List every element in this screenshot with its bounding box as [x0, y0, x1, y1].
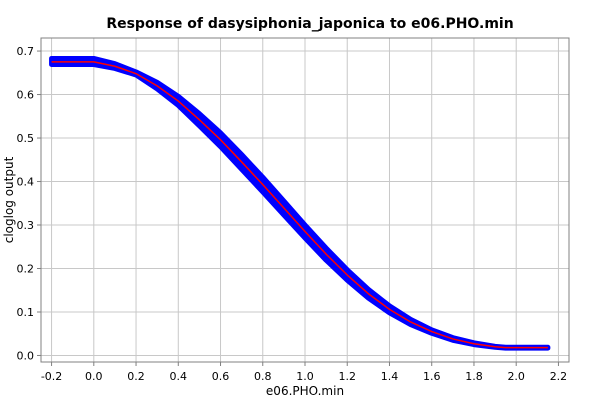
y-axis-label: cloglog output [2, 156, 16, 243]
y-tick-label: 0.1 [17, 306, 35, 319]
x-tick-label: 2.2 [550, 370, 568, 383]
grid [41, 38, 569, 362]
x-tick-label: 0.4 [170, 370, 188, 383]
mean-line [51, 61, 548, 349]
x-tick-label: 1.6 [423, 370, 441, 383]
x-axis-ticks: -0.2 0.0 0.2 0.4 0.6 0.8 1.0 1.2 1.4 1.6 1.8 2.0 2.2 [41, 362, 567, 383]
x-tick-label: 0.0 [85, 370, 103, 383]
x-tick-label: 1.8 [465, 370, 483, 383]
y-axis-ticks: 0.0 0.1 0.2 0.3 0.4 0.5 0.6 0.7 [17, 45, 41, 362]
x-tick-label: 0.6 [212, 370, 230, 383]
confidence-band [49, 55, 551, 351]
y-tick-label: 0.3 [17, 219, 35, 232]
chart-title: Response of dasysiphonia_japonica to e06… [106, 16, 513, 32]
x-tick-label: 0.8 [254, 370, 272, 383]
y-tick-label: 0.4 [17, 176, 35, 189]
band-area [49, 55, 551, 351]
y-tick-label: 0.0 [17, 349, 35, 362]
x-axis-label: e06.PHO.min [266, 384, 344, 398]
x-tick-label: -0.2 [41, 370, 62, 383]
mean-series-line [51, 61, 548, 349]
x-tick-label: 1.2 [338, 370, 356, 383]
y-tick-label: 0.7 [17, 45, 35, 58]
y-tick-label: 0.5 [17, 132, 35, 145]
x-tick-label: 0.2 [127, 370, 145, 383]
x-tick-label: 1.0 [296, 370, 314, 383]
y-tick-label: 0.6 [17, 89, 35, 102]
y-tick-label: 0.2 [17, 262, 35, 275]
x-tick-label: 2.0 [507, 370, 525, 383]
x-tick-label: 1.4 [381, 370, 399, 383]
